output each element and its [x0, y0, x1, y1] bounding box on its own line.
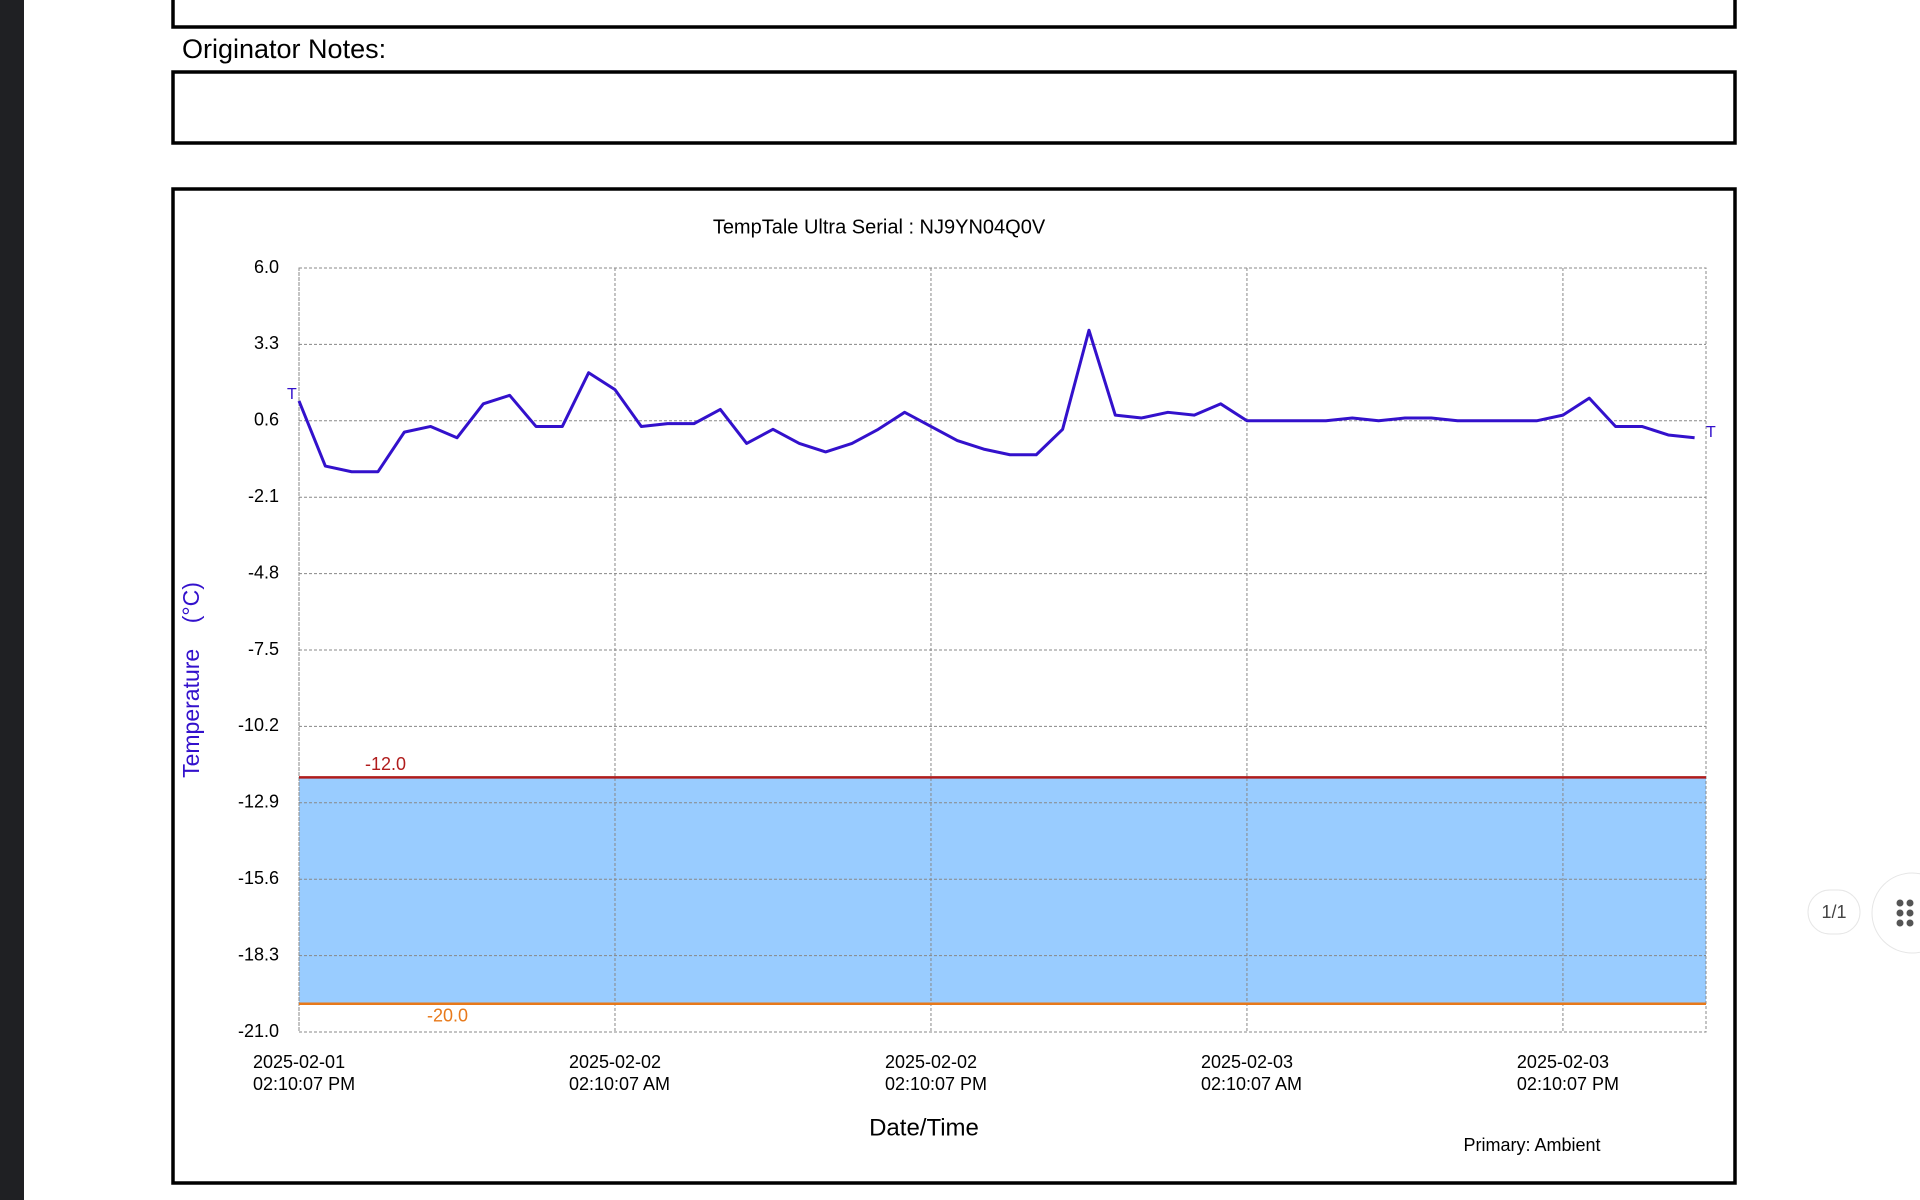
y-tick-label: -2.1 [248, 486, 279, 506]
y-tick-label: -15.6 [238, 868, 279, 888]
x-tick-label: 02:10:07 AM [569, 1074, 670, 1094]
y-tick-label: -21.0 [238, 1021, 279, 1041]
chart-title: TempTale Ultra Serial : NJ9YN04Q0V [713, 216, 1046, 238]
x-tick-label: 02:10:07 PM [253, 1074, 355, 1094]
chart: TempTale Ultra Serial : NJ9YN04Q0V Tempe… [178, 216, 1716, 1154]
limit-label: -12.0 [365, 754, 406, 774]
y-tick-label: -12.9 [238, 792, 279, 812]
x-tick-label: 2025-02-02 [885, 1052, 977, 1072]
y-tick-label: -18.3 [238, 944, 279, 964]
top-box [171, 0, 1737, 29]
y-tick-label: 3.3 [254, 333, 279, 353]
x-axis-label: Date/Time [869, 1114, 979, 1141]
menu-button[interactable] [1871, 872, 1920, 954]
x-tick-label: 02:10:07 AM [1201, 1074, 1302, 1094]
y-tick-label: -4.8 [248, 562, 279, 582]
limit-band [299, 777, 1706, 1004]
trip-marker: T [287, 386, 297, 403]
x-tick-label: 2025-02-03 [1201, 1052, 1293, 1072]
menu-dot [1896, 909, 1904, 917]
y-axis-label: Temperature (°C) [178, 582, 204, 778]
notes-label: Originator Notes: [182, 34, 386, 64]
trip-marker: T [1706, 424, 1716, 441]
notes-box [171, 70, 1737, 145]
limit-label: -20.0 [427, 1005, 468, 1025]
x-tick-label: 2025-02-01 [253, 1052, 345, 1072]
menu-dot [1896, 899, 1904, 907]
y-tick-label: 6.0 [254, 257, 279, 277]
menu-dot [1906, 909, 1914, 917]
x-tick-label: 02:10:07 PM [885, 1074, 987, 1094]
menu-dot [1896, 919, 1904, 927]
series-line [297, 328, 1695, 474]
page-indicator: 1/1 [1821, 902, 1846, 922]
x-tick-label: 02:10:07 PM [1517, 1074, 1619, 1094]
page-indicator-pill [1807, 889, 1861, 935]
plot-frame [298, 267, 1707, 1033]
chart-box [171, 187, 1737, 1185]
y-tick-label: -10.2 [238, 715, 279, 735]
x-tick-label: 2025-02-02 [569, 1052, 661, 1072]
y-tick-label: -7.5 [248, 639, 279, 659]
menu-dot [1906, 919, 1914, 927]
left-strip [0, 0, 24, 1200]
menu-button-circle[interactable] [1871, 872, 1920, 954]
menu-dot [1906, 899, 1914, 907]
y-tick-label: 0.6 [254, 410, 279, 430]
x-tick-label: 2025-02-03 [1517, 1052, 1609, 1072]
footnote: Primary: Ambient [1463, 1135, 1600, 1155]
